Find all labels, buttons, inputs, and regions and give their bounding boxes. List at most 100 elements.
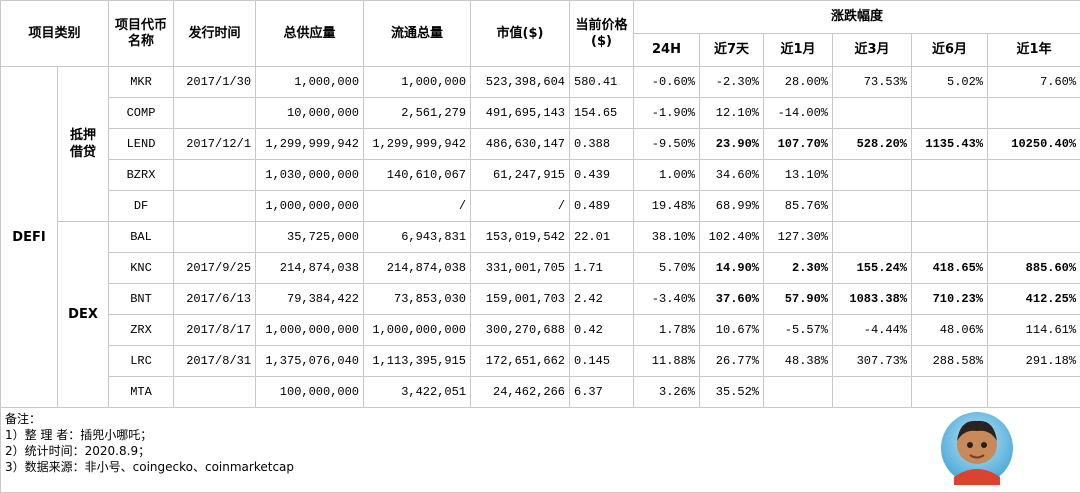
cell: 2017/6/13 <box>174 284 256 315</box>
cell: 3.26% <box>634 377 700 408</box>
cell: 2017/8/17 <box>174 315 256 346</box>
cell: 48.38% <box>764 346 833 377</box>
cell: 214,874,038 <box>364 253 471 284</box>
cell: 2017/8/31 <box>174 346 256 377</box>
avatar-eye <box>967 442 973 448</box>
cell: 5.02% <box>912 67 988 98</box>
cell: 2,561,279 <box>364 98 471 129</box>
cell: 1,000,000 <box>256 67 364 98</box>
cell: -0.60% <box>634 67 700 98</box>
cell: 710.23% <box>912 284 988 315</box>
column-header: 近6月 <box>912 34 988 67</box>
cell: 37.60% <box>700 284 764 315</box>
cell: 23.90% <box>700 129 764 160</box>
cell: -5.57% <box>764 315 833 346</box>
cell <box>833 377 912 408</box>
column-header: 总供应量 <box>256 1 364 67</box>
cell <box>174 222 256 253</box>
cell: -3.40% <box>634 284 700 315</box>
note-line: 备注： <box>5 411 1076 427</box>
cell: / <box>471 191 570 222</box>
cell: 48.06% <box>912 315 988 346</box>
cell <box>988 191 1080 222</box>
cell: LRC <box>109 346 174 377</box>
cell <box>174 191 256 222</box>
cell: 1,000,000 <box>364 67 471 98</box>
cell: 140,610,067 <box>364 160 471 191</box>
cell: 26.77% <box>700 346 764 377</box>
cell: 73,853,030 <box>364 284 471 315</box>
cell: BNT <box>109 284 174 315</box>
cell: 24,462,266 <box>471 377 570 408</box>
cell: 28.00% <box>764 67 833 98</box>
cell: MKR <box>109 67 174 98</box>
cell <box>174 98 256 129</box>
cell <box>912 222 988 253</box>
cell: -14.00% <box>764 98 833 129</box>
cell: 68.99% <box>700 191 764 222</box>
cell: 79,384,422 <box>256 284 364 315</box>
cell: COMP <box>109 98 174 129</box>
column-header: 近1月 <box>764 34 833 67</box>
cell <box>988 160 1080 191</box>
cell: -2.30% <box>700 67 764 98</box>
cell: 2.30% <box>764 253 833 284</box>
cell <box>988 98 1080 129</box>
cell: 0.439 <box>570 160 634 191</box>
cell: / <box>364 191 471 222</box>
cell <box>912 377 988 408</box>
cell: 1,030,000,000 <box>256 160 364 191</box>
cell: LEND <box>109 129 174 160</box>
cell: KNC <box>109 253 174 284</box>
cell: 6,943,831 <box>364 222 471 253</box>
cell: 528.20% <box>833 129 912 160</box>
cell <box>174 377 256 408</box>
cell: 155.24% <box>833 253 912 284</box>
note-line: 2）统计时间：2020.8.9； <box>5 443 1076 459</box>
cell: 19.48% <box>634 191 700 222</box>
cell: 214,874,038 <box>256 253 364 284</box>
column-header: 项目类别 <box>1 1 109 67</box>
cell: 10,000,000 <box>256 98 364 129</box>
cell: 1.00% <box>634 160 700 191</box>
cell: 38.10% <box>634 222 700 253</box>
cell: 0.42 <box>570 315 634 346</box>
cell: 3,422,051 <box>364 377 471 408</box>
cell: 57.90% <box>764 284 833 315</box>
avatar <box>940 411 1014 485</box>
cell: 1,299,999,942 <box>256 129 364 160</box>
cell: 154.65 <box>570 98 634 129</box>
cell: 1,000,000,000 <box>364 315 471 346</box>
cell: 523,398,604 <box>471 67 570 98</box>
cell: 2.42 <box>570 284 634 315</box>
cell: 1.71 <box>570 253 634 284</box>
cell: 580.41 <box>570 67 634 98</box>
cell <box>833 98 912 129</box>
cell: 1,375,076,040 <box>256 346 364 377</box>
cell: 127.30% <box>764 222 833 253</box>
cell: 12.10% <box>700 98 764 129</box>
cell <box>764 377 833 408</box>
cell: 1.78% <box>634 315 700 346</box>
column-header: 24H <box>634 34 700 67</box>
cell: 172,651,662 <box>471 346 570 377</box>
cell: 22.01 <box>570 222 634 253</box>
cell: 73.53% <box>833 67 912 98</box>
cell: 2017/1/30 <box>174 67 256 98</box>
cell: 1,113,395,915 <box>364 346 471 377</box>
cell: 2017/9/25 <box>174 253 256 284</box>
cell: 307.73% <box>833 346 912 377</box>
cell: 486,630,147 <box>471 129 570 160</box>
column-header: 近3月 <box>833 34 912 67</box>
cell: DF <box>109 191 174 222</box>
cell: -4.44% <box>833 315 912 346</box>
cell: 2017/12/1 <box>174 129 256 160</box>
